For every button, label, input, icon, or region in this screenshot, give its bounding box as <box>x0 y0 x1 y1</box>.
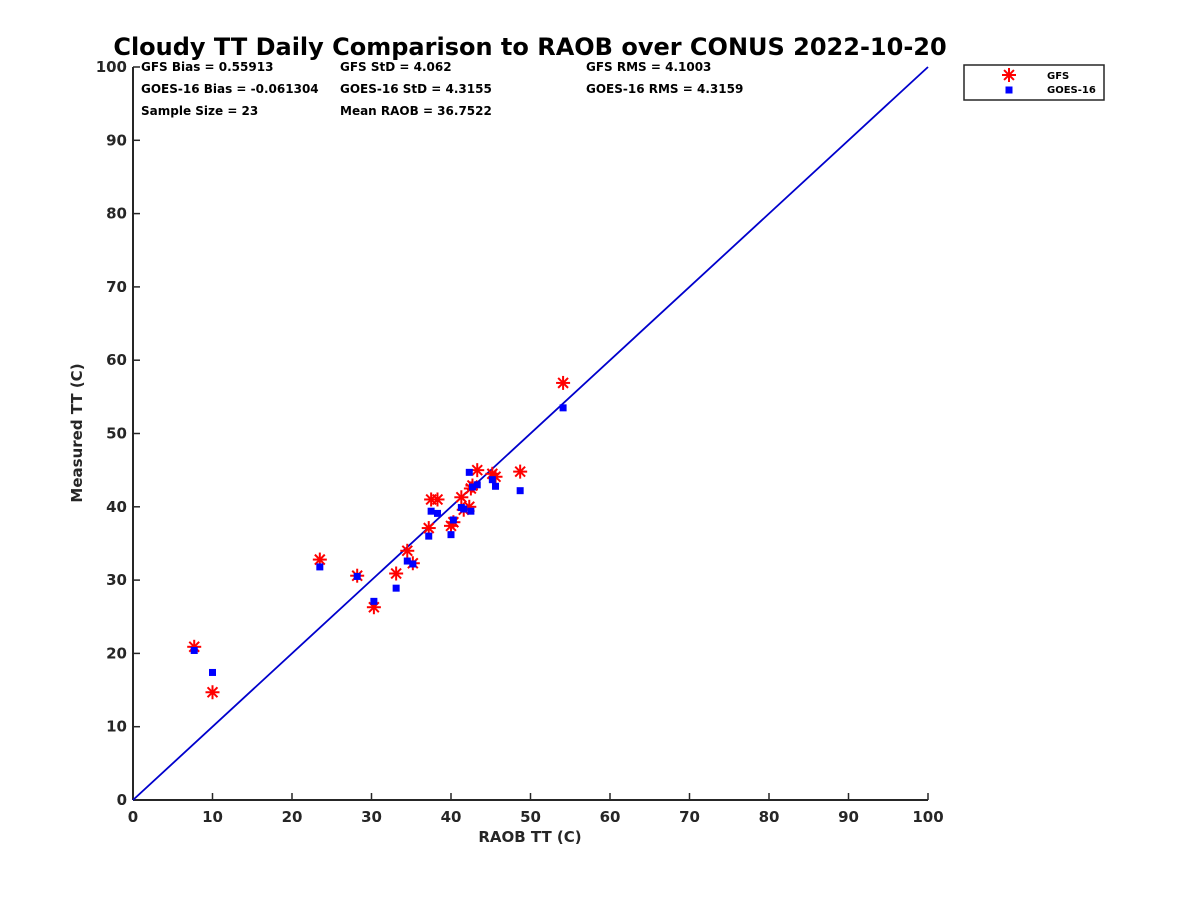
legend: GFS GOES-16 <box>963 64 1105 101</box>
goes16-point <box>492 482 500 490</box>
goes16-point <box>460 505 468 513</box>
goes16-point <box>559 404 567 412</box>
y-tick-label: 70 <box>106 278 127 296</box>
one-to-one-line <box>132 66 929 801</box>
goes16-point <box>370 597 378 605</box>
y-tick-label: 30 <box>106 571 127 589</box>
stat-sample-size: Sample Size = 23 <box>141 104 258 118</box>
y-tick-label: 20 <box>106 644 127 662</box>
axes: 0 10 20 30 40 50 60 70 80 90 100 0 10 20 30 40 50 60 70 80 9… <box>96 58 944 826</box>
y-tick-label: 60 <box>106 351 127 369</box>
y-tick-label: 0 <box>117 791 127 809</box>
stat-mean-raob: Mean RAOB = 36.7522 <box>340 104 492 118</box>
stat-goes-std: GOES-16 StD = 4.3155 <box>340 82 492 96</box>
legend-goes16-label: GOES-16 <box>1047 85 1096 96</box>
gfs-point <box>454 490 469 505</box>
y-tick-label: 40 <box>106 498 127 516</box>
gfs-point <box>556 375 571 390</box>
y-tick-label: 90 <box>106 131 127 149</box>
stat-goes-bias: GOES-16 Bias = -0.061304 <box>141 82 319 96</box>
x-tick-label: 90 <box>838 808 859 826</box>
stat-gfs-std: GFS StD = 4.062 <box>340 60 452 74</box>
x-axis-label: RAOB TT (C) <box>478 828 581 846</box>
x-tick-label: 20 <box>282 808 303 826</box>
goes16-point <box>427 507 435 515</box>
gfs-point <box>421 521 436 536</box>
stat-gfs-rms: GFS RMS = 4.1003 <box>586 60 711 74</box>
goes16-point <box>209 668 216 676</box>
stats-block: GFS Bias = 0.55913 GFS StD = 4.062 GFS R… <box>141 60 743 118</box>
gfs-point <box>513 464 528 479</box>
goes16-point <box>403 557 411 565</box>
goes16-point <box>465 468 473 476</box>
goes16-point <box>392 584 400 592</box>
goes16-point <box>433 509 441 517</box>
legend-gfs-label: GFS <box>1047 71 1069 82</box>
legend-box <box>963 64 1105 101</box>
legend-goes16-marker <box>1005 86 1013 94</box>
goes16-point <box>449 516 457 524</box>
goes16-point <box>473 481 481 489</box>
data-marks <box>187 375 571 700</box>
x-tick-label: 10 <box>202 808 223 826</box>
y-tick-label: 10 <box>106 718 127 736</box>
gfs-point <box>389 566 404 581</box>
goes16-point <box>409 560 417 568</box>
y-tick-label: 50 <box>106 425 127 443</box>
goes16-point <box>190 646 198 654</box>
legend-goes16-symbol <box>1005 86 1013 94</box>
goes16-point <box>468 483 476 491</box>
legend-gfs-symbol <box>1002 68 1016 82</box>
goes16-point <box>488 476 496 484</box>
goes16-point <box>353 572 361 580</box>
x-tick-label: 50 <box>520 808 541 826</box>
gfs-point <box>430 492 445 507</box>
y-tick-label: 100 <box>96 58 127 76</box>
y-axis-label: Measured TT (C) <box>68 363 86 502</box>
x-tick-label: 0 <box>128 808 138 826</box>
goes16-point <box>516 487 524 495</box>
y-tick-label: 80 <box>106 205 127 223</box>
goes16-point <box>425 532 433 540</box>
legend-gfs-marker <box>1002 68 1016 82</box>
reference-line <box>132 66 929 801</box>
x-tick-label: 100 <box>912 808 943 826</box>
chart-title: Cloudy TT Daily Comparison to RAOB over … <box>113 33 946 61</box>
x-tick-label: 60 <box>600 808 621 826</box>
stat-goes-rms: GOES-16 RMS = 4.3159 <box>586 82 743 96</box>
x-tick-label: 70 <box>679 808 700 826</box>
gfs-point <box>205 685 220 700</box>
x-tick-label: 80 <box>759 808 780 826</box>
stat-gfs-bias: GFS Bias = 0.55913 <box>141 60 273 74</box>
goes16-point <box>447 531 455 539</box>
goes16-point <box>316 563 324 571</box>
x-tick-label: 40 <box>441 808 462 826</box>
goes16-point <box>467 507 475 515</box>
gfs-point <box>400 543 415 558</box>
x-tick-label: 30 <box>361 808 382 826</box>
